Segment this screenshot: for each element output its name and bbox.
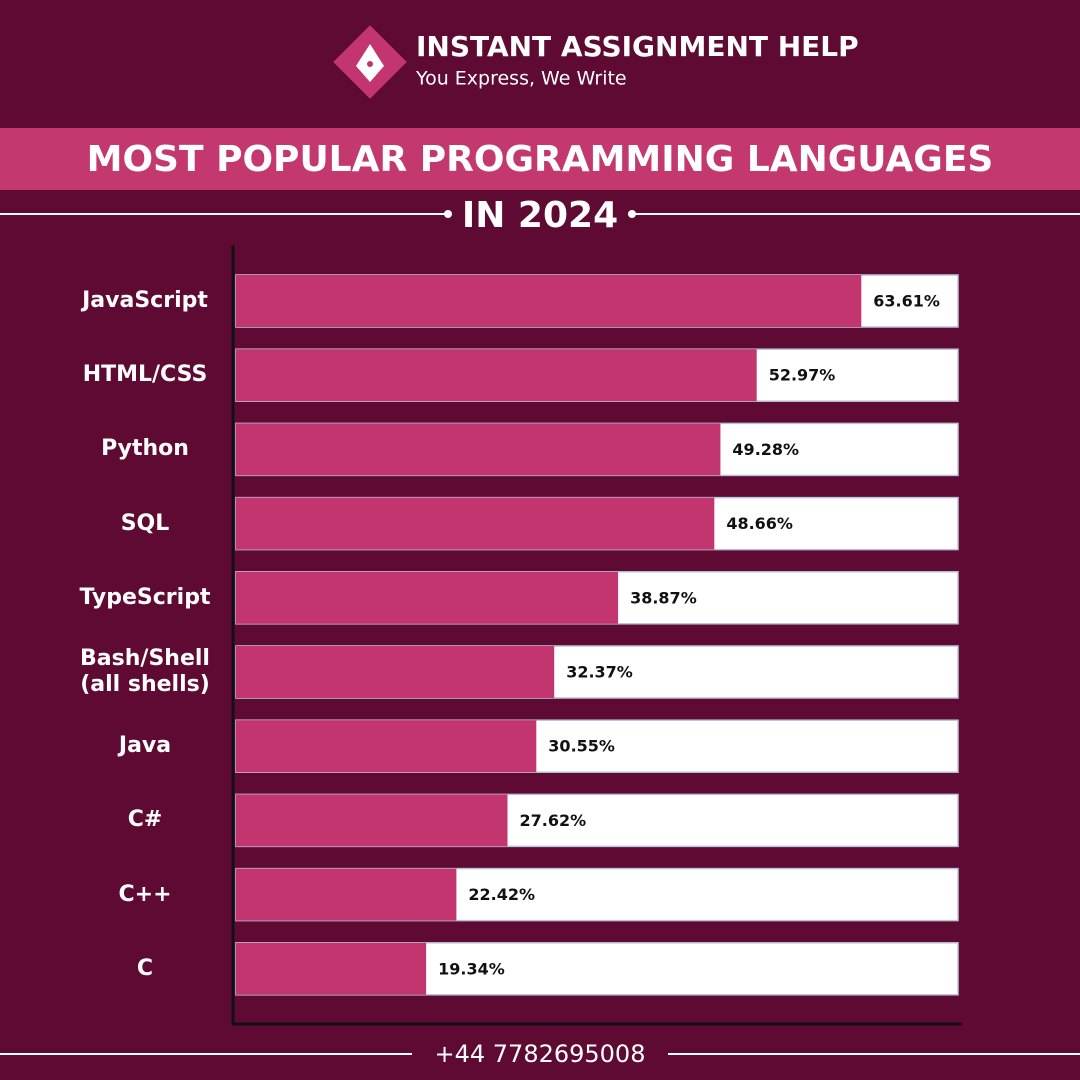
category-label: C#	[127, 807, 163, 833]
value-label: 48.66%	[726, 514, 793, 533]
category-label: C	[136, 955, 154, 981]
bar	[236, 275, 862, 327]
bar	[236, 720, 537, 773]
category-label: Python	[101, 436, 189, 462]
value-label: 32.37%	[566, 663, 633, 682]
brand-tagline: You Express, We Write	[415, 68, 627, 90]
category-label: JavaScript	[82, 288, 208, 313]
value-label: 19.34%	[438, 959, 505, 978]
category-label: TypeScript	[79, 584, 211, 610]
logo	[333, 25, 407, 99]
category-label: Java	[118, 733, 172, 759]
brand-name: INSTANT ASSIGNMENT HELP	[416, 30, 859, 63]
value-label: 52.97%	[769, 366, 836, 385]
bar	[236, 646, 555, 698]
category-label: HTML/CSS	[82, 362, 208, 388]
subtitle-dot	[444, 210, 452, 218]
value-label: 22.42%	[468, 885, 535, 904]
title-band	[0, 128, 1080, 190]
logo-dot	[367, 61, 373, 67]
value-label: 49.28%	[732, 440, 799, 459]
bar	[236, 497, 715, 550]
bar	[236, 942, 427, 995]
phone: +44 7782695008	[435, 1040, 646, 1068]
bar	[236, 423, 721, 476]
bar	[236, 794, 508, 847]
bar	[236, 349, 757, 402]
chart-title: MOST POPULAR PROGRAMMING LANGUAGES	[87, 139, 994, 180]
value-label: 30.55%	[548, 737, 615, 756]
chart-subtitle: IN 2024	[462, 195, 618, 236]
value-label: 63.61%	[873, 292, 940, 311]
bar	[236, 868, 457, 921]
value-label: 38.87%	[630, 588, 697, 607]
value-label: 27.62%	[520, 811, 587, 830]
category-label: C++	[118, 881, 172, 907]
category-label: Bash/Shell (all shells)	[80, 646, 210, 697]
subtitle-dot	[628, 210, 636, 218]
category-label: SQL	[120, 510, 170, 536]
bar	[236, 571, 619, 624]
